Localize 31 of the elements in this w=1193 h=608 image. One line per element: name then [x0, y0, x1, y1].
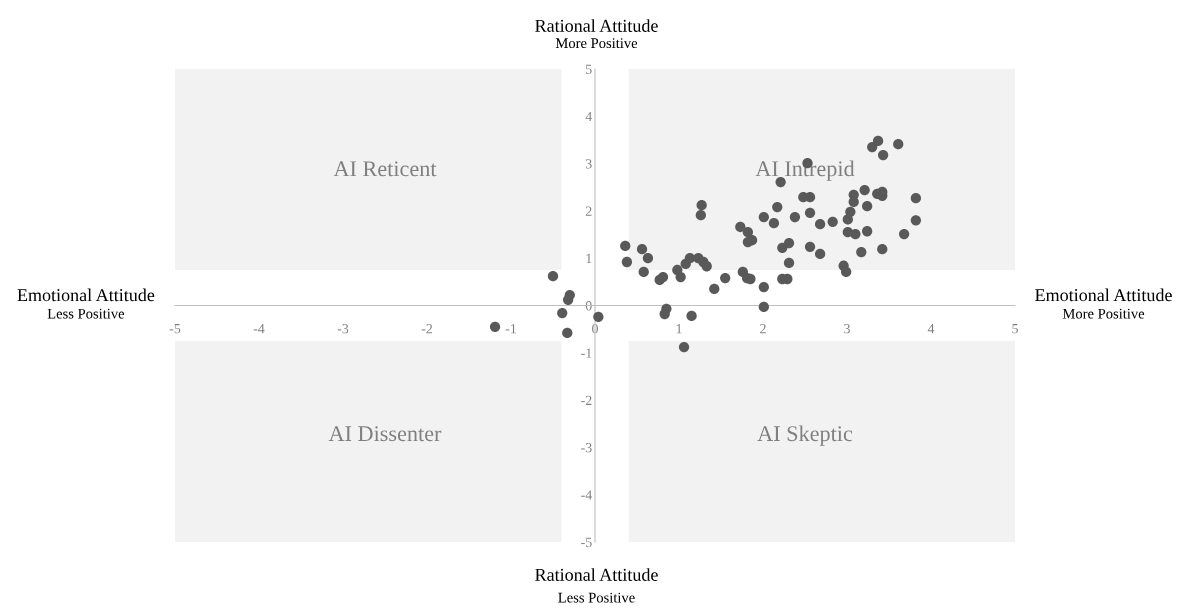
x-tick-label: 1 [676, 324, 682, 334]
text: Rational Attitude [535, 19, 658, 32]
text: Emotional Attitude [17, 288, 155, 302]
annotation: AI Dissenter [328, 426, 442, 442]
y-tick-label: 5 [586, 64, 592, 74]
x-tick-label: -5 [169, 324, 181, 334]
x-tick-label: -1 [505, 324, 516, 334]
y-tick-label: 1 [586, 253, 592, 264]
text: Emotional Attitude [1035, 288, 1172, 302]
text: More Positive [555, 38, 638, 49]
x-tick-label: 2 [760, 324, 766, 334]
y-tick-label: 4 [585, 111, 593, 122]
y-tick-label: -1 [581, 348, 592, 358]
y-tick-label: 3 [585, 159, 592, 169]
annotation: AI Skeptic [757, 425, 853, 446]
x-tick-label: -4 [253, 324, 265, 334]
y-tick-label: -3 [581, 443, 592, 453]
x-tick-label: -3 [337, 324, 349, 334]
y-tick-label: -2 [581, 395, 592, 405]
x-tick-label: 4 [927, 324, 935, 334]
text: Rational Attitude [535, 568, 658, 581]
x-tick-label: 5 [1012, 324, 1018, 334]
annotation: AI Reticent [333, 161, 437, 177]
text: More Positive [1062, 308, 1145, 319]
text: Less Positive [558, 592, 635, 603]
y-tick-label: -4 [581, 490, 593, 500]
text: Less Positive [47, 308, 125, 319]
x-tick-label: 3 [844, 324, 850, 334]
y-tick-label: 2 [585, 206, 592, 216]
x-tick-label: -2 [421, 324, 433, 334]
y-tick-label: -5 [581, 537, 592, 547]
